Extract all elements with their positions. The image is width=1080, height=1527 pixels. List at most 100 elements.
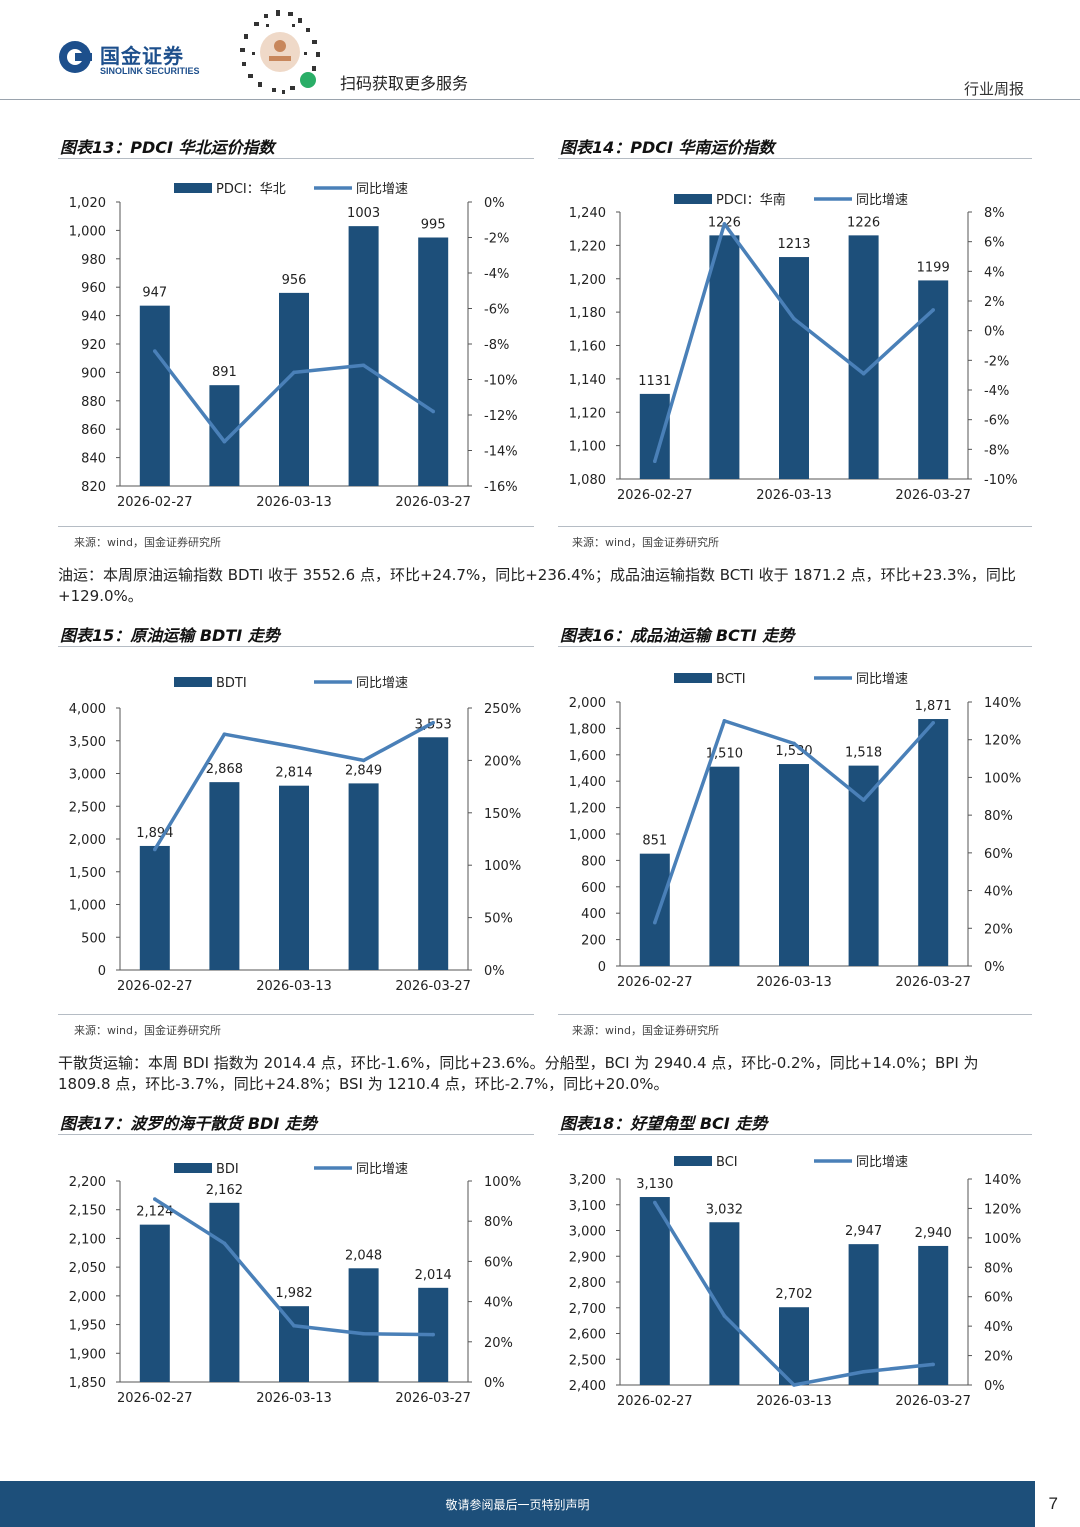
y-tick-label: 200 <box>581 934 606 949</box>
y2-tick-label: 6% <box>984 236 1005 251</box>
qr-code-icon[interactable] <box>236 8 324 96</box>
y2-tick-label: 0% <box>984 960 1005 975</box>
y2-tick-label: -2% <box>484 232 509 247</box>
bar-data-label: 1003 <box>347 206 380 221</box>
line-point <box>722 222 727 226</box>
bar-data-label: 947 <box>142 286 167 301</box>
y2-tick-label: -4% <box>484 267 509 282</box>
legend-bar-swatch <box>674 1156 712 1166</box>
line-point <box>653 920 657 925</box>
chart-bcti-svg: 0 200 400 600 800 1,000 1,200 1,400 1,600 1,800 2,… <box>569 672 1021 990</box>
y-tick-label: 1,950 <box>69 1319 106 1334</box>
legend-bar-label: BCI <box>716 1155 738 1170</box>
legend-bar-swatch <box>674 673 712 683</box>
y-tick-label: 920 <box>81 338 106 353</box>
y-tick-label: 2,600 <box>569 1328 606 1343</box>
legend-bar-label: PDCI：华南 <box>716 192 786 208</box>
y-tick-label: 2,500 <box>569 1353 606 1368</box>
line-point <box>931 720 935 725</box>
y2-tick-label: -6% <box>484 303 509 318</box>
y2-tick-label: 100% <box>984 1232 1021 1247</box>
y-tick-label: 960 <box>81 281 106 296</box>
y2-tick-label: 250% <box>484 702 521 717</box>
line-point <box>792 741 796 746</box>
y-tick-label: 2,000 <box>569 696 606 711</box>
line-point <box>222 732 227 736</box>
y-tick-label: 1,900 <box>69 1347 106 1362</box>
bar <box>779 257 809 479</box>
x-tick-label: 2026-03-27 <box>895 488 971 503</box>
bar <box>779 1307 809 1385</box>
y-tick-label: 1,120 <box>569 406 606 421</box>
y-tick-label: 1,080 <box>569 473 606 488</box>
y-tick-label: 1,850 <box>69 1376 106 1391</box>
line-point <box>653 459 657 464</box>
bar <box>279 1306 309 1382</box>
figure-13-rule <box>58 158 534 159</box>
figure-16-title: 图表16：成品油运输 BCTI 走势 <box>560 626 795 645</box>
y2-tick-label: 4% <box>984 265 1005 280</box>
chart-legend: BDTI 同比增速 <box>174 676 408 691</box>
y2-tick-label: -10% <box>484 374 518 389</box>
line-point <box>361 758 366 763</box>
page-header: 国金证券 SINOLINK SECURITIES 扫码获取更多服务 行业周报 <box>0 0 1080 100</box>
y2-tick-label: 120% <box>984 734 1021 749</box>
y2-tick-label: 80% <box>984 809 1013 824</box>
y-tick-label: 3,100 <box>569 1199 606 1214</box>
y2-tick-label: -14% <box>484 445 518 460</box>
y-tick-label: 2,150 <box>69 1204 106 1219</box>
x-tick-label: 2026-03-13 <box>256 1391 332 1406</box>
line-point <box>722 719 727 723</box>
y-tick-label: 3,500 <box>69 735 106 750</box>
figure-13-title: 图表13：PDCI 华北运价指数 <box>60 138 275 157</box>
y2-tick-label: -2% <box>984 354 1009 369</box>
chart-bdti-svg: 0 500 1,000 1,500 2,000 2,500 3,000 3,500 4,000 0… <box>69 676 521 994</box>
x-tick-label: 2026-03-13 <box>256 979 332 994</box>
y2-tick-label: -8% <box>984 443 1009 458</box>
legend-bar-swatch <box>174 677 212 687</box>
line-point <box>931 1362 935 1367</box>
bar <box>639 393 670 479</box>
bar-data-label: 891 <box>212 365 237 380</box>
y2-tick-label: 0% <box>984 325 1005 340</box>
line-point <box>861 798 866 802</box>
y2-tick-label: 100% <box>484 1175 521 1190</box>
qr-caption: 扫码获取更多服务 <box>340 74 469 93</box>
chart-bdi: 1,850 1,900 1,950 2,000 2,050 2,100 2,150 2,200… <box>58 1152 534 1412</box>
figure-17-rule <box>58 1134 534 1135</box>
line-point <box>431 1332 436 1337</box>
bar <box>348 783 379 970</box>
line-point <box>292 370 296 375</box>
figure-13-source-rule <box>58 526 534 527</box>
y2-tick-label: 40% <box>484 1296 513 1311</box>
figure-16-source-rule <box>558 1014 1032 1015</box>
y-tick-label: 1,140 <box>569 373 606 388</box>
bar-data-label: 956 <box>282 273 307 288</box>
bar <box>848 765 879 966</box>
bar-data-label: 1,871 <box>915 699 952 714</box>
bar <box>209 782 240 970</box>
y-tick-label: 880 <box>81 395 106 410</box>
y2-tick-label: 120% <box>984 1202 1021 1217</box>
line-point <box>222 439 227 444</box>
bar <box>848 235 879 479</box>
chart-pdci-north: 820 840 860 880 900 920 940 960 980 1,000 1,020 -16… <box>58 170 534 520</box>
y-tick-label: 2,100 <box>69 1232 106 1247</box>
chart-bci: 2,400 2,500 2,600 2,700 2,800 2,900 3,000 3,100… <box>558 1148 1034 1416</box>
line-point <box>861 371 866 376</box>
legend-line-label: 同比增速 <box>356 182 408 197</box>
bar-data-label: 2,702 <box>775 1287 812 1302</box>
figure-16-rule <box>558 646 1032 647</box>
y2-tick-label: 8% <box>984 206 1005 221</box>
x-tick-label: 2026-02-27 <box>617 975 693 990</box>
y2-tick-label: -16% <box>484 480 518 495</box>
legend-line-label: 同比增速 <box>856 1155 908 1170</box>
y-tick-label: 1,220 <box>569 239 606 254</box>
y-tick-label: 1,200 <box>569 273 606 288</box>
line-point <box>361 363 366 368</box>
bar <box>418 737 449 970</box>
y2-tick-label: 60% <box>984 847 1013 862</box>
bar-data-label: 851 <box>642 834 667 849</box>
legend-bar-swatch <box>174 1163 212 1173</box>
y-tick-label: 2,050 <box>69 1261 106 1276</box>
